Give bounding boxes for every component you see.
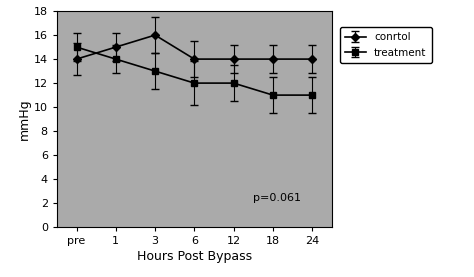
Text: p=0.061: p=0.061	[253, 193, 301, 203]
X-axis label: Hours Post Bypass: Hours Post Bypass	[137, 250, 252, 263]
Legend: conrtol, treatment: conrtol, treatment	[340, 27, 432, 63]
Y-axis label: mmHg: mmHg	[18, 98, 31, 140]
